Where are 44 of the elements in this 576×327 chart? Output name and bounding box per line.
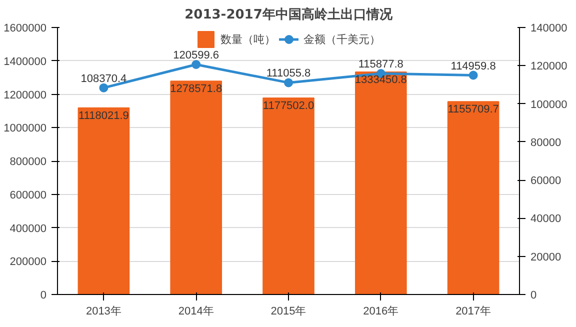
x-tick-label: 2015年 xyxy=(270,306,306,318)
y2-tick-label: 80000 xyxy=(530,136,562,149)
y2-tick-label: 40000 xyxy=(530,213,562,226)
data-label: 1278571.8 xyxy=(170,83,222,96)
y-tick-label: 600000 xyxy=(10,189,47,202)
data-label: 114959.8 xyxy=(450,60,496,72)
data-label: 115877.8 xyxy=(358,58,404,71)
y2-tick-label: 100000 xyxy=(530,98,568,111)
data-label: 111055.8 xyxy=(266,68,311,80)
bar xyxy=(354,71,407,294)
point xyxy=(99,83,108,92)
y-tick-label: 0 xyxy=(40,290,47,302)
data-label: 1155709.7 xyxy=(448,104,499,116)
y2-tick-label: 60000 xyxy=(530,175,562,188)
data-label: 1118021.9 xyxy=(78,110,129,122)
x-tick-label: 2017年 xyxy=(456,306,492,318)
y2-tick-label: 0 xyxy=(530,290,537,302)
x-tick-label: 2016年 xyxy=(363,306,399,318)
data-label: 1333450.8 xyxy=(354,74,407,86)
point xyxy=(468,70,478,80)
y2-tick-label: 140000 xyxy=(530,22,568,34)
y-tick-label: 1000000 xyxy=(4,122,47,135)
data-label: 120599.6 xyxy=(173,50,220,62)
bar xyxy=(78,107,130,294)
legend-label: 数量（吨） xyxy=(220,32,276,46)
y2-tick-label: 120000 xyxy=(530,60,568,73)
x-tick-label: 2013年 xyxy=(86,306,122,318)
bar xyxy=(447,101,500,294)
data-label: 108370.4 xyxy=(80,72,127,85)
point xyxy=(192,60,201,69)
chart-title: 2013-2017年中国高岭土出口情况 xyxy=(184,6,394,22)
y-tick-label: 400000 xyxy=(10,222,47,235)
bar xyxy=(262,98,314,294)
bar xyxy=(170,80,222,294)
y-tick-label: 800000 xyxy=(10,156,47,168)
legend-label: 金额（千美元） xyxy=(304,32,380,46)
y2-tick-label: 20000 xyxy=(530,251,562,264)
y-tick-label: 1400000 xyxy=(4,56,47,68)
y-tick-label: 200000 xyxy=(10,256,47,268)
data-label: 1177502.0 xyxy=(262,100,314,112)
point xyxy=(284,78,293,88)
x-tick-label: 2014年 xyxy=(178,306,214,318)
y-tick-label: 1200000 xyxy=(4,89,47,102)
y-tick-label: 1600000 xyxy=(4,22,47,34)
